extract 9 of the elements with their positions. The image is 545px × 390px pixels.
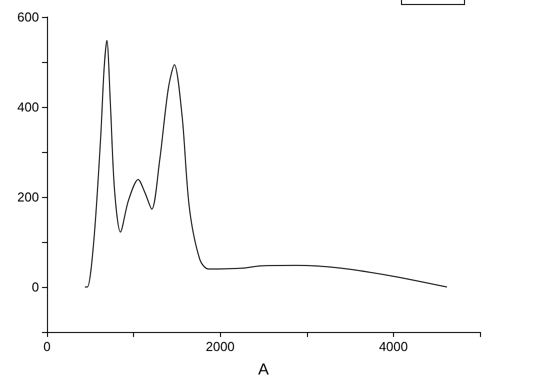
x-tick-label: 2000	[206, 339, 235, 354]
line-series	[84, 40, 448, 288]
y-tick-label: 600	[17, 10, 39, 24]
y-tick-label: 400	[17, 100, 39, 114]
x-tick-label: 0	[43, 339, 51, 354]
x-tick-label: 4000	[378, 339, 408, 354]
x-axis-title: A	[258, 362, 270, 378]
y-tick-label: 200	[17, 190, 39, 204]
y-tick-label: 0	[32, 280, 39, 294]
